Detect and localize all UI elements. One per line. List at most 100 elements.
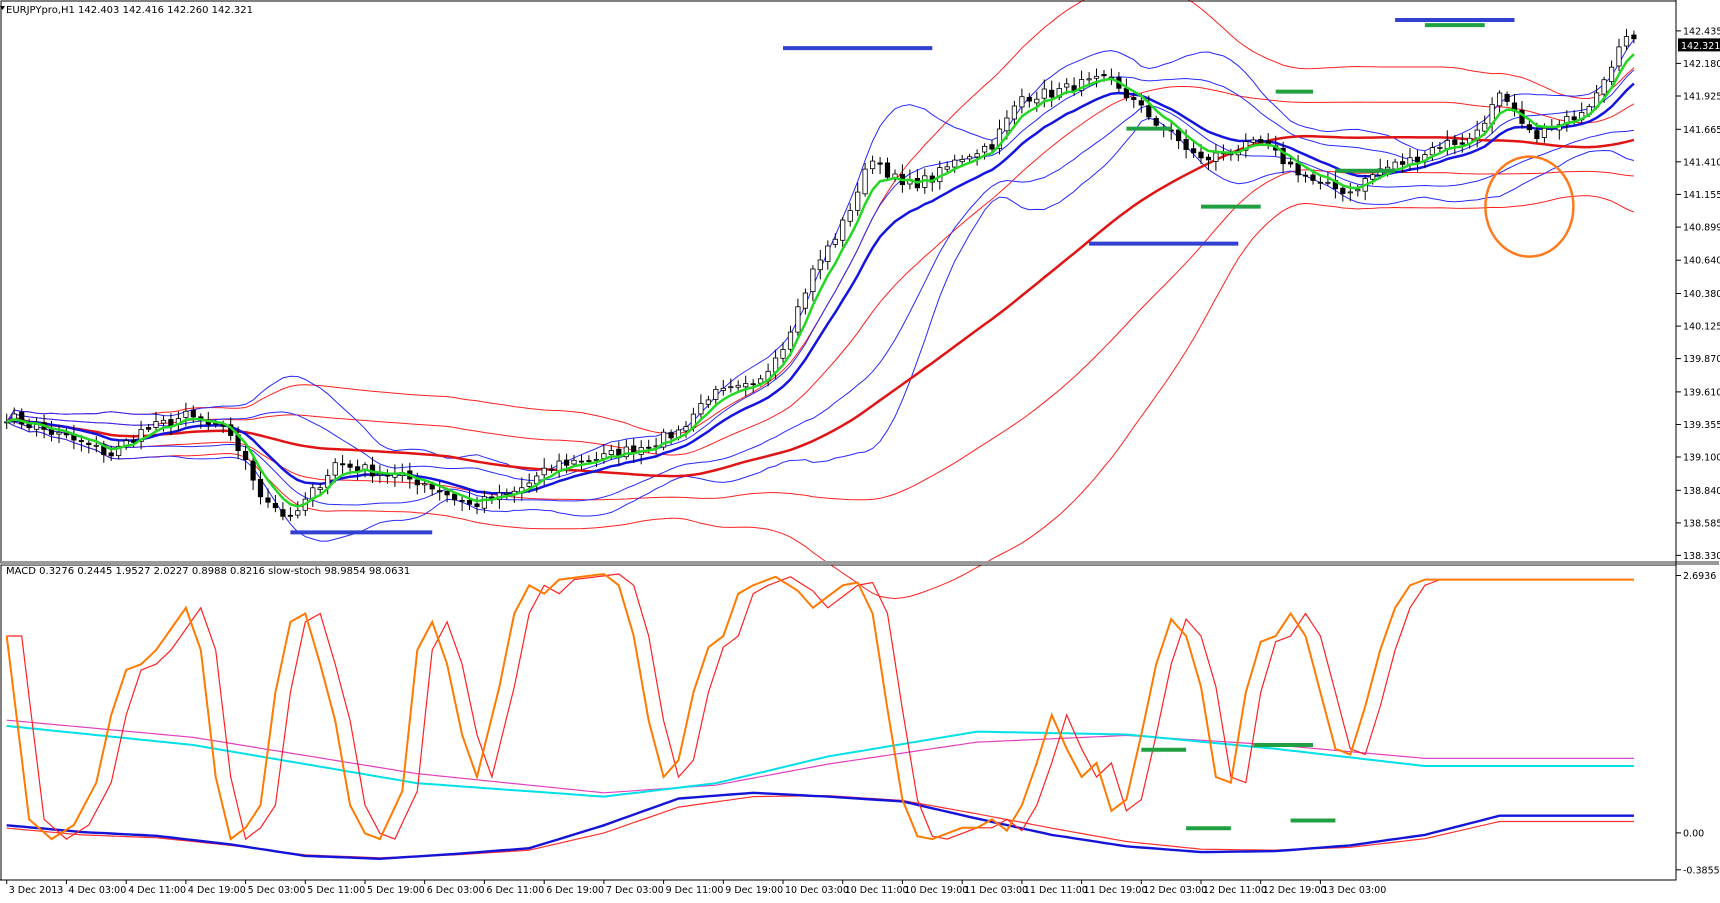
candle	[280, 502, 286, 521]
candle	[1176, 126, 1182, 149]
candle	[86, 439, 92, 454]
time-tick: 6 Dec 19:00	[543, 880, 604, 896]
candle	[1400, 153, 1406, 173]
svg-text:140.125: 140.125	[1683, 322, 1720, 333]
svg-text:142.180: 142.180	[1683, 59, 1720, 70]
candle	[145, 424, 152, 433]
dropdown-triangle-icon[interactable]	[0, 6, 5, 10]
candle	[93, 436, 99, 453]
svg-text:142.435: 142.435	[1683, 26, 1720, 37]
price-tick: 141.410	[1676, 157, 1720, 168]
price-tick: 139.610	[1676, 387, 1720, 398]
svg-text:11 Dec 19:00: 11 Dec 19:00	[1084, 885, 1148, 896]
price-tick: 138.585	[1676, 518, 1720, 529]
candle	[810, 265, 816, 302]
time-tick: 5 Dec 03:00	[245, 880, 306, 896]
candle	[974, 149, 980, 166]
time-tick: 12 Dec 11:00	[1200, 880, 1267, 896]
macd-main-line	[6, 791, 1634, 861]
candle	[661, 428, 667, 451]
svg-text:138.585: 138.585	[1683, 518, 1720, 529]
candle	[1459, 133, 1465, 153]
circle-annotation[interactable]	[1484, 155, 1575, 258]
time-tick: 4 Dec 03:00	[65, 880, 126, 896]
svg-text:5 Dec 03:00: 5 Dec 03:00	[248, 885, 306, 896]
svg-text:139.610: 139.610	[1683, 387, 1720, 398]
candle	[1011, 100, 1018, 126]
svg-text:141.410: 141.410	[1683, 157, 1720, 168]
time-tick: 5 Dec 19:00	[364, 880, 425, 896]
candle	[414, 472, 420, 495]
candle	[257, 470, 264, 505]
price-tick: 142.435	[1676, 26, 1720, 37]
svg-text:142.321: 142.321	[1681, 41, 1720, 52]
price-tick: 140.899	[1676, 223, 1720, 234]
candle	[1452, 135, 1458, 155]
price-tick: 140.125	[1676, 322, 1720, 333]
svg-text:6 Dec 11:00: 6 Dec 11:00	[486, 885, 544, 896]
candle	[1213, 144, 1219, 171]
price-pane[interactable]	[4, 0, 1637, 600]
candle	[698, 394, 704, 418]
candle	[1437, 141, 1443, 153]
ma-mid-blue	[6, 82, 1635, 495]
svg-text:-0.3855: -0.3855	[1683, 865, 1720, 876]
svg-text:6 Dec 03:00: 6 Dec 03:00	[427, 885, 485, 896]
time-tick: 11 Dec 19:00	[1081, 880, 1148, 896]
candle	[422, 480, 428, 493]
price-tick: 141.925	[1676, 92, 1720, 103]
candle	[1146, 95, 1152, 121]
candle	[1288, 156, 1294, 168]
time-tick: 10 Dec 03:00	[782, 880, 849, 896]
ma-slow-red	[6, 134, 1635, 478]
candle	[11, 407, 17, 425]
candle	[1631, 30, 1637, 44]
svg-text:10 Dec 11:00: 10 Dec 11:00	[845, 885, 909, 896]
candle	[578, 454, 585, 471]
candle	[138, 420, 144, 450]
time-tick: 9 Dec 11:00	[663, 880, 723, 896]
macd-slow-cyan-line	[6, 724, 1634, 798]
candle	[847, 203, 853, 227]
candle	[250, 456, 256, 490]
candle	[1609, 60, 1615, 86]
candle	[183, 402, 189, 427]
svg-text:2.6936: 2.6936	[1683, 571, 1716, 582]
candle	[780, 342, 786, 363]
svg-text:5 Dec 11:00: 5 Dec 11:00	[307, 885, 365, 896]
candle	[705, 395, 712, 408]
candle	[1243, 133, 1249, 158]
candle	[437, 481, 443, 501]
candle	[1347, 182, 1353, 202]
svg-text:138.330: 138.330	[1683, 551, 1720, 562]
stoch-main-line	[5, 572, 1634, 841]
price-tick: 141.665	[1676, 125, 1720, 136]
candle	[720, 379, 726, 396]
candle	[1340, 185, 1346, 202]
price-tick: 138.840	[1676, 486, 1720, 497]
indicator-tick: -0.3855	[1676, 865, 1720, 876]
candle	[153, 411, 159, 433]
candle	[272, 495, 279, 513]
pane-separator[interactable]	[1, 561, 1719, 565]
candle	[802, 288, 809, 315]
candle	[265, 488, 271, 508]
candle	[593, 451, 600, 468]
candle	[1616, 38, 1622, 72]
time-tick: 12 Dec 03:00	[1140, 880, 1207, 896]
svg-text:140.380: 140.380	[1683, 289, 1720, 300]
chart-header: EURJPYpro,H1 142.403 142.416 142.260 142…	[6, 5, 253, 16]
candle	[623, 439, 629, 460]
svg-text:12 Dec 11:00: 12 Dec 11:00	[1203, 885, 1267, 896]
candle	[19, 408, 25, 430]
candle	[855, 182, 861, 216]
svg-text:5 Dec 19:00: 5 Dec 19:00	[367, 885, 425, 896]
time-tick: 12 Dec 19:00	[1260, 880, 1327, 896]
time-tick: 5 Dec 11:00	[304, 880, 365, 896]
indicator-pane[interactable]	[5, 572, 1634, 861]
candle	[1153, 115, 1159, 128]
candle	[795, 298, 801, 338]
price-tick: 139.870	[1676, 354, 1720, 365]
